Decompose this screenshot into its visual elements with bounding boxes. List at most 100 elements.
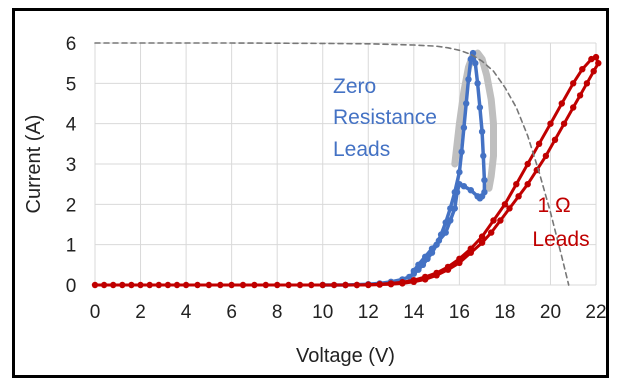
zero-resistance-point <box>465 76 472 83</box>
one-ohm-point <box>164 281 172 289</box>
annotation-one-ohm: 1 Ω Leads <box>532 194 589 251</box>
one-ohm-point <box>542 152 550 160</box>
zero-resistance-point <box>456 181 463 188</box>
one-ohm-point <box>488 229 495 236</box>
x-tick-label: 6 <box>226 302 237 323</box>
zero-resistance-point <box>419 261 427 268</box>
one-ohm-point <box>467 249 474 256</box>
one-ohm-point <box>330 281 338 289</box>
one-ohm-point <box>535 140 543 147</box>
y-tick-label: 1 <box>66 236 77 257</box>
one-ohm-point <box>342 281 349 289</box>
one-ohm-point <box>506 205 513 212</box>
annotation-line: Zero <box>333 75 376 98</box>
x-tick-label: 12 <box>358 302 379 323</box>
zero-resistance-point <box>410 267 417 275</box>
y-tick-label: 3 <box>66 155 77 176</box>
one-ohm-point <box>137 281 144 289</box>
zero-resistance-point <box>481 176 488 184</box>
zero-resistance-point <box>435 237 443 244</box>
zero-resistance-point <box>428 245 436 252</box>
one-ohm-point <box>595 60 602 67</box>
x-tick-label: 4 <box>181 302 192 323</box>
zero-resistance-point <box>442 229 449 236</box>
zero-resistance-point <box>474 193 481 200</box>
one-ohm-point <box>497 217 504 224</box>
one-ohm-point <box>239 281 247 289</box>
annotation-line: Resistance <box>333 106 437 129</box>
zero-resistance-point <box>451 205 458 212</box>
one-ohm-point <box>91 281 99 289</box>
one-ohm-point <box>410 278 417 285</box>
zero-resistance-point <box>480 152 487 160</box>
one-ohm-point <box>515 193 522 200</box>
one-ohm-point <box>433 272 440 279</box>
one-ohm-point <box>583 80 591 87</box>
one-ohm-point <box>501 201 509 208</box>
zero-resistance-point <box>474 80 481 87</box>
one-ohm-point <box>173 281 181 289</box>
one-ohm-point <box>194 281 201 289</box>
one-ohm-point <box>524 181 531 188</box>
one-ohm-point <box>547 120 554 127</box>
chart-frame <box>12 8 609 378</box>
zero-resistance-point <box>456 168 463 176</box>
one-ohm-point <box>490 217 497 224</box>
one-ohm-point <box>456 259 463 266</box>
one-ohm-point <box>592 53 600 61</box>
one-ohm-point <box>274 281 281 289</box>
x-tick-label: 20 <box>540 302 561 323</box>
annotation-zero-resistance: Zero Resistance Leads <box>333 75 443 161</box>
one-ohm-point <box>560 120 568 127</box>
one-ohm-point <box>308 281 315 289</box>
y-tick-label: 4 <box>66 115 77 136</box>
one-ohm-point <box>513 181 520 188</box>
zero-resistance-point <box>415 261 422 268</box>
zero-resistance-point <box>467 55 474 63</box>
one-ohm-point <box>399 280 406 287</box>
x-tick-label: 14 <box>403 302 425 323</box>
one-ohm-point <box>146 281 153 289</box>
one-ohm-point <box>119 281 126 289</box>
one-ohm-point <box>579 66 586 73</box>
x-tick-label: 22 <box>585 302 606 323</box>
x-axis-label: Voltage (V) <box>296 345 395 367</box>
one-ohm-point <box>570 104 577 111</box>
one-ohm-point <box>551 136 559 143</box>
one-ohm-point <box>205 281 213 289</box>
one-ohm-point <box>478 239 486 246</box>
x-tick-label: 0 <box>90 302 101 323</box>
one-ohm-point <box>182 281 190 289</box>
y-axis-label: Current (A) <box>23 115 45 214</box>
one-ohm-point <box>376 281 383 288</box>
zero-resistance-point <box>460 124 468 131</box>
x-tick-label: 16 <box>449 302 470 323</box>
one-ohm-point <box>217 281 224 289</box>
gray-trace-line <box>451 49 497 192</box>
zero-resistance-point <box>467 187 474 194</box>
annotation-line: Leads <box>532 228 589 251</box>
one-ohm-point <box>422 276 429 283</box>
zero-resistance-point <box>476 104 484 111</box>
one-ohm-point <box>570 80 577 87</box>
one-ohm-point <box>353 281 361 289</box>
zero-resistance-point <box>478 128 486 135</box>
one-ohm-point <box>590 68 597 75</box>
x-tick-label: 10 <box>312 302 333 323</box>
y-tick-label: 2 <box>66 195 77 216</box>
one-ohm-point <box>110 281 117 289</box>
one-ohm-point <box>558 100 565 107</box>
annotation-line: Leads <box>333 138 390 161</box>
one-ohm-point <box>262 281 269 289</box>
zero-resistance-point <box>458 148 465 156</box>
x-tick-label: 18 <box>494 302 515 323</box>
one-ohm-point <box>285 281 292 289</box>
zero-resistance-point <box>406 273 413 281</box>
one-ohm-point <box>576 92 584 99</box>
one-ohm-point <box>155 281 162 289</box>
y-tick-label: 0 <box>66 276 77 297</box>
one-ohm-point <box>524 160 531 168</box>
zero-resistance-point <box>463 100 470 107</box>
one-ohm-point <box>100 281 108 289</box>
one-ohm-point <box>444 266 452 273</box>
